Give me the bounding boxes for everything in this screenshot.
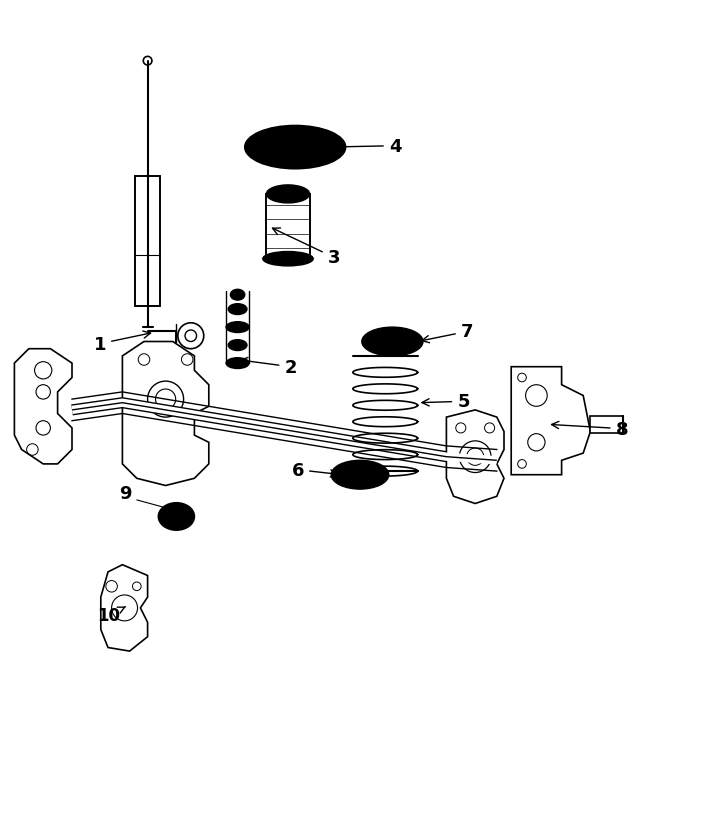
Ellipse shape	[228, 305, 247, 315]
Polygon shape	[511, 368, 590, 475]
Ellipse shape	[281, 132, 310, 157]
Ellipse shape	[226, 322, 249, 333]
Polygon shape	[14, 349, 72, 465]
Ellipse shape	[158, 503, 194, 531]
Text: 7: 7	[422, 323, 473, 344]
Ellipse shape	[245, 127, 346, 170]
Text: 9: 9	[119, 485, 131, 503]
Ellipse shape	[331, 460, 389, 489]
Bar	[266, 195, 310, 259]
Ellipse shape	[226, 359, 249, 369]
Text: 2: 2	[240, 358, 297, 376]
Text: 10: 10	[97, 606, 125, 624]
Text: 4: 4	[332, 137, 401, 156]
Polygon shape	[101, 565, 148, 652]
Text: 5: 5	[422, 392, 469, 411]
Ellipse shape	[228, 340, 247, 351]
Text: 1: 1	[94, 331, 150, 354]
Bar	[135, 176, 160, 306]
Ellipse shape	[362, 328, 423, 357]
Text: 3: 3	[272, 229, 340, 267]
Bar	[590, 416, 623, 433]
Polygon shape	[446, 411, 504, 504]
Ellipse shape	[230, 290, 245, 301]
Text: 6: 6	[292, 461, 338, 479]
Polygon shape	[122, 342, 209, 486]
Ellipse shape	[266, 185, 310, 204]
Ellipse shape	[263, 253, 313, 267]
Text: 8: 8	[552, 420, 629, 438]
